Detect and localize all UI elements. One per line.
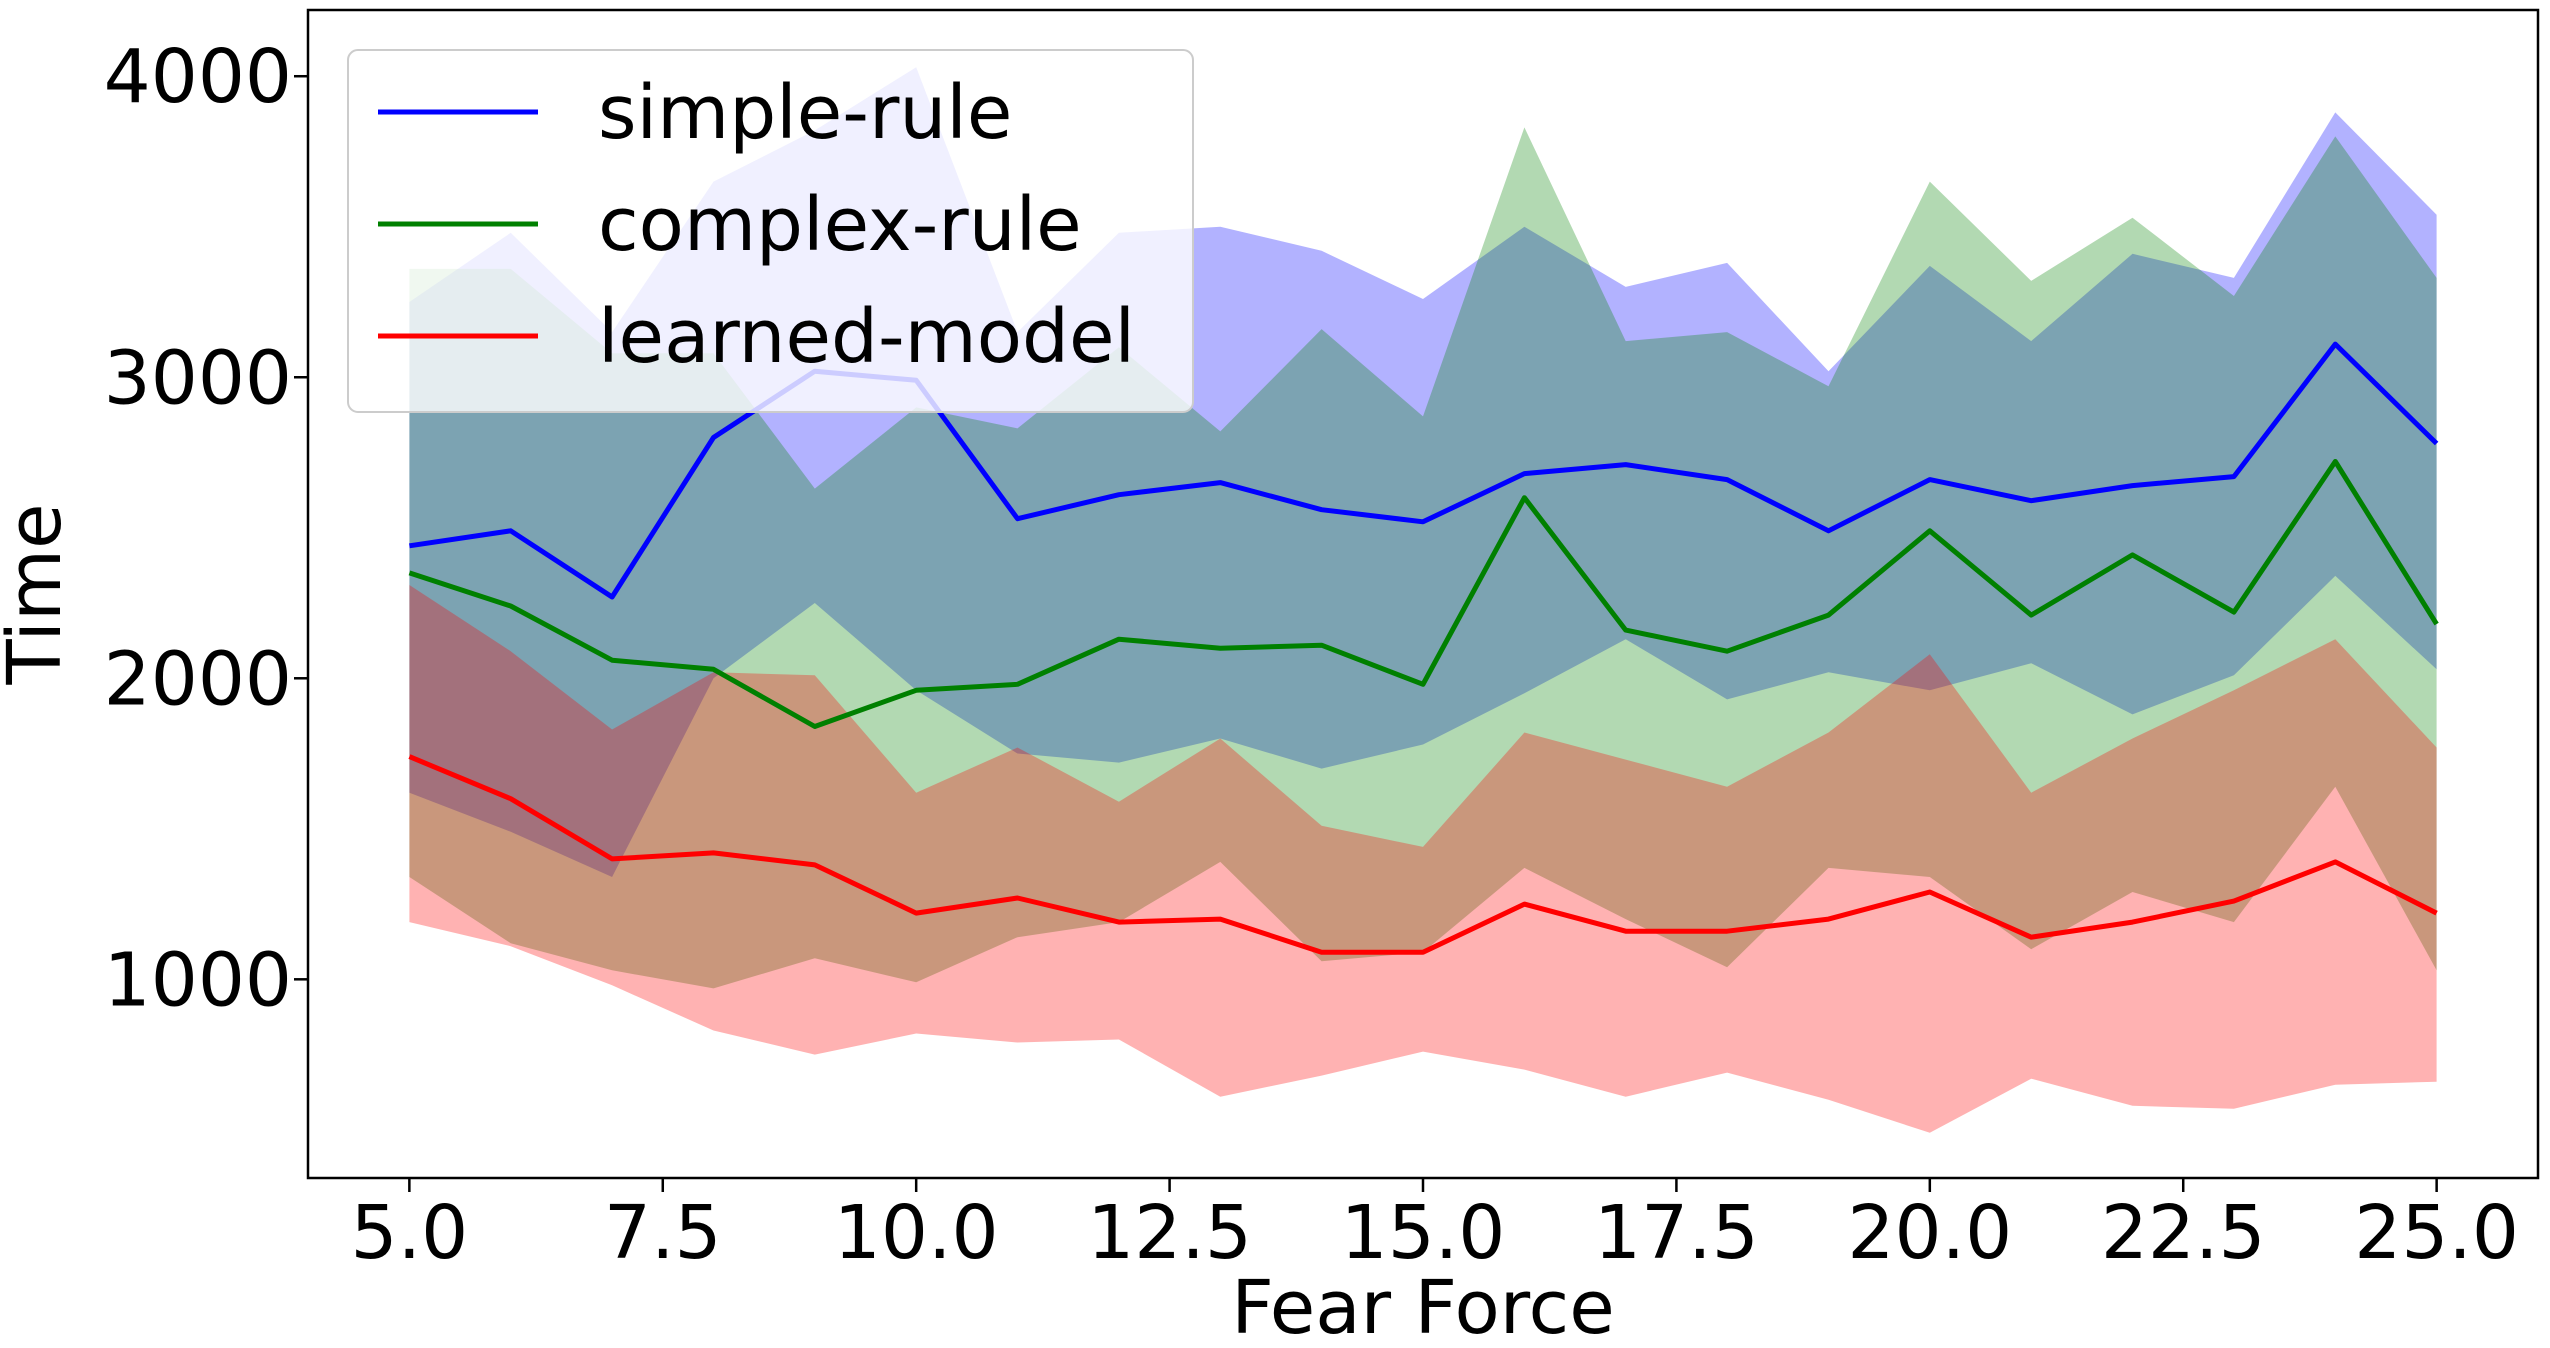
y-tick-label: 4000 <box>104 34 292 120</box>
complex-rule-line <box>408 459 2439 729</box>
simple-rule-legend-label: simple-rule <box>598 70 1012 156</box>
legend: simple-rule complex-rule learned-model <box>347 49 1194 413</box>
y-tick-label: 3000 <box>104 335 292 421</box>
x-tick-label: 5.0 <box>351 1190 469 1276</box>
learned-model-line <box>408 754 2438 955</box>
x-tick-label: 12.5 <box>1087 1190 1252 1276</box>
series-lines <box>408 341 2439 955</box>
y-tick-label: 1000 <box>104 937 292 1023</box>
learned-model-legend-label: learned-model <box>598 294 1135 380</box>
complex-rule-band <box>409 127 2437 989</box>
x-axis-ticks: 5.0 7.5 10.0 12.5 15.0 17.5 20.0 22.5 25.0 <box>351 1178 2519 1276</box>
x-tick-label: 20.0 <box>1847 1190 2012 1276</box>
x-tick-label: 22.5 <box>2101 1190 2266 1276</box>
x-tick-label: 10.0 <box>834 1190 999 1276</box>
x-tick-label: 7.5 <box>604 1190 722 1276</box>
legend-box <box>347 49 1194 413</box>
complex-rule-legend-label: complex-rule <box>598 182 1082 268</box>
learned-model-band <box>409 585 2437 1133</box>
x-axis-title: Fear Force <box>1231 1265 1615 1348</box>
y-axis-title: Time <box>0 503 78 685</box>
y-axis-ticks: 1000 2000 3000 4000 <box>104 34 308 1023</box>
x-tick-label: 17.5 <box>1594 1190 1759 1276</box>
x-tick-label: 15.0 <box>1341 1190 1506 1276</box>
simple-rule-line <box>409 341 2439 600</box>
y-tick-label: 2000 <box>104 636 292 722</box>
x-tick-label: 25.0 <box>2354 1190 2519 1276</box>
